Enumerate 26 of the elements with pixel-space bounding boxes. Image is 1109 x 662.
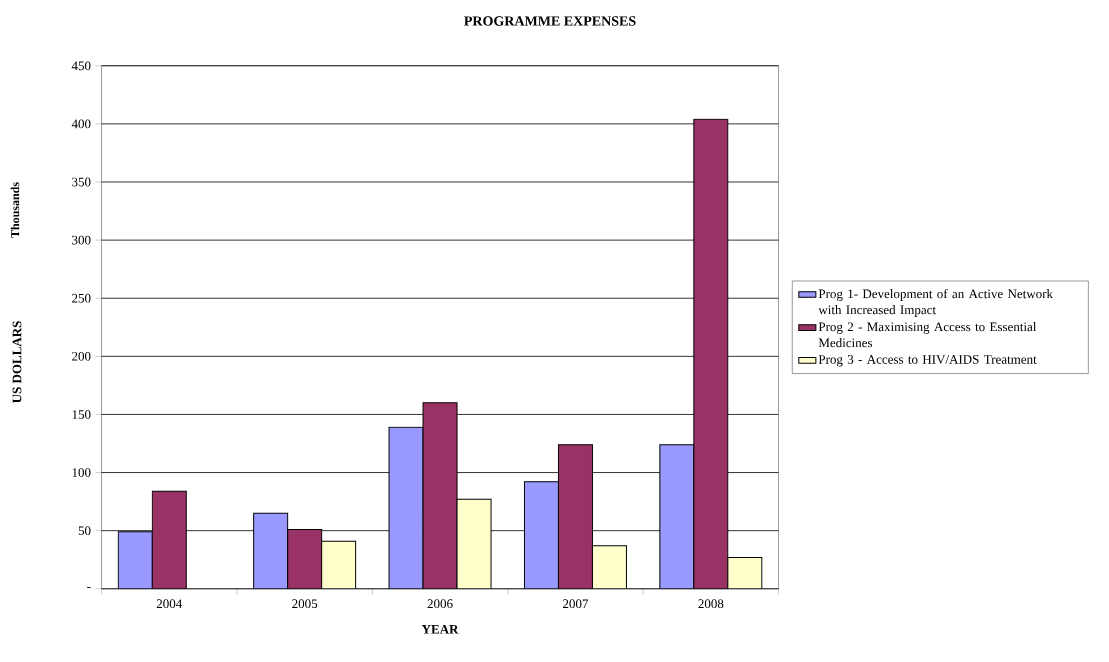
legend-label: Prog 1- Development of an Active Network with Increased Impact (818, 288, 1054, 317)
y-tick-label: 450 (71, 61, 91, 71)
x-tick-label: 2006 (427, 599, 453, 609)
bar (321, 540, 357, 589)
y-tick-label: - (87, 587, 91, 588)
y-tick-label: 150 (72, 410, 91, 419)
x-tick-label: 2004 (156, 599, 183, 609)
bar (591, 545, 627, 589)
y-tick-label: 50 (78, 526, 91, 536)
chart-title: PROGRAMME EXPENSES (464, 16, 636, 26)
y-tick-label: 250 (72, 293, 91, 303)
legend-label: Prog 3 - Access to HIV/AIDS Treatment (818, 355, 1037, 367)
bar (456, 498, 492, 589)
legend-label: Prog 2 - Maximising Access to Essential Medicines (818, 322, 1037, 348)
x-tick-label: 2007 (563, 599, 589, 609)
bar (727, 556, 763, 589)
x-tick-label: 2005 (292, 599, 318, 609)
x-axis-title: YEAR (421, 624, 459, 634)
y-tick-label: 300 (72, 235, 91, 245)
y-tick-label: 350 (72, 177, 91, 187)
y-axis-title: US DOLLARS (12, 321, 22, 404)
y-tick-label: 100 (72, 468, 91, 477)
text: Thousands (10, 182, 20, 238)
x-tick-label: 2008 (698, 599, 724, 609)
y-tick-label: 400 (71, 119, 91, 129)
y-tick-label: 200 (72, 351, 91, 361)
